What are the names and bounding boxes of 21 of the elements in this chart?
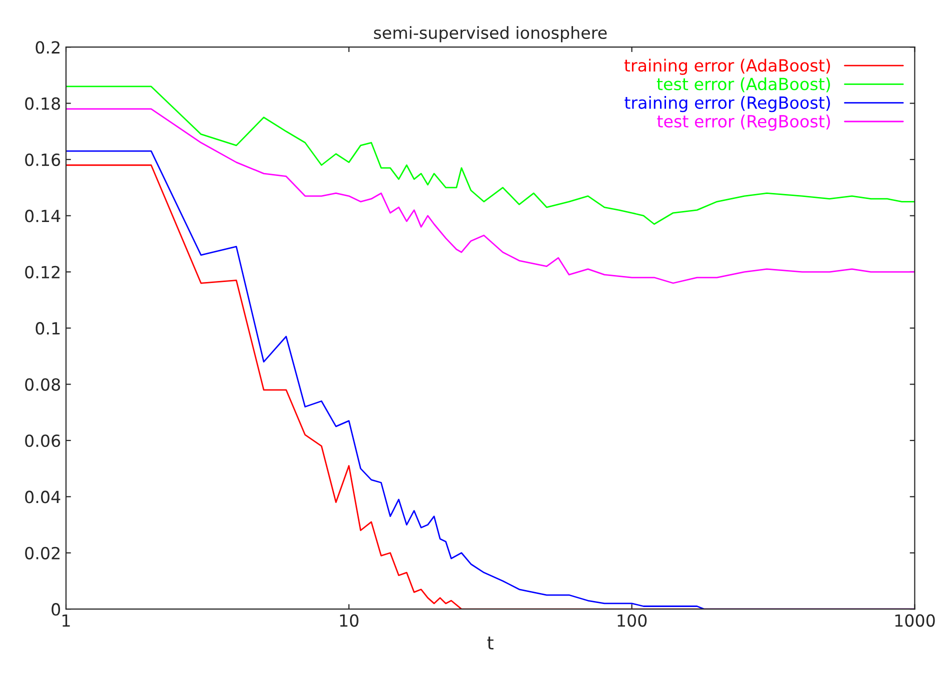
legend-label: test error (RegBoost) <box>657 114 830 131</box>
y-tick-label: 0.18 <box>25 97 60 110</box>
chart-title: semi-supervised ionosphere <box>374 26 607 42</box>
y-tick-label: 0.08 <box>25 378 60 391</box>
y-tick-label: 0.02 <box>25 546 60 560</box>
y-tick-label: 0.2 <box>36 41 60 54</box>
y-tick-label: 0.12 <box>25 266 60 278</box>
x-tick-label: 100 <box>618 614 647 627</box>
y-tick-label: 0.06 <box>25 434 60 448</box>
y-tick-label: 0.1 <box>36 322 60 335</box>
legend-label: training error (RegBoost) <box>624 96 830 112</box>
x-tick-label: 1 <box>62 614 70 627</box>
x-axis-title: t <box>487 636 494 650</box>
y-tick-label: 0 <box>52 603 60 616</box>
x-tick-label: 10 <box>340 614 358 627</box>
y-tick-label: 0.16 <box>25 153 60 166</box>
y-tick-label: 0.14 <box>25 210 60 222</box>
y-tick-label: 0.04 <box>25 490 60 504</box>
legend-label: training error (AdaBoost) <box>624 58 830 75</box>
legend-label: test error (AdaBoost) <box>656 77 830 92</box>
x-tick-label: 1000 <box>895 614 935 627</box>
